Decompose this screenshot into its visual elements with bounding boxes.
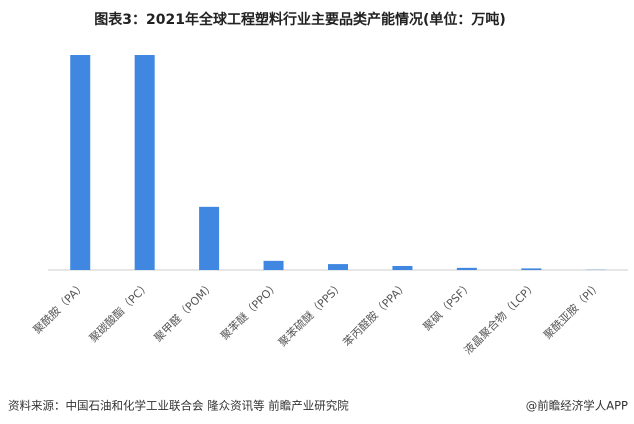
x-tick-label: 聚酰亚胺（PI） (540, 278, 604, 342)
x-tick-label: 聚甲醛（POM） (151, 278, 217, 344)
bar (70, 55, 91, 270)
credit: @前瞻经济学人APP (526, 399, 628, 413)
x-tick-label: 苯丙醛胺（PPA） (340, 278, 411, 349)
bar (328, 264, 348, 270)
bar (521, 268, 542, 270)
bar (456, 267, 477, 270)
bar (392, 265, 413, 270)
x-tick-label: 聚苯醚（PPO） (217, 278, 281, 342)
bar (263, 260, 284, 270)
bar (199, 206, 220, 270)
x-tick-label: 聚碳酸酯（PC） (86, 278, 153, 345)
x-tick-label: 聚酰胺（PA） (30, 278, 88, 336)
bar (134, 55, 155, 270)
x-tick-label: 聚苯硫醚（PPS） (275, 278, 346, 349)
source: 资料来源：中国石油和化学工业联合会 隆众资讯等 前瞻产业研究院 (8, 399, 349, 413)
x-tick-label: 聚砜（PSF） (421, 279, 475, 333)
chart-title: 图表3：2021年全球工程塑料行业主要品类产能情况(单位：万吨) (94, 11, 506, 28)
